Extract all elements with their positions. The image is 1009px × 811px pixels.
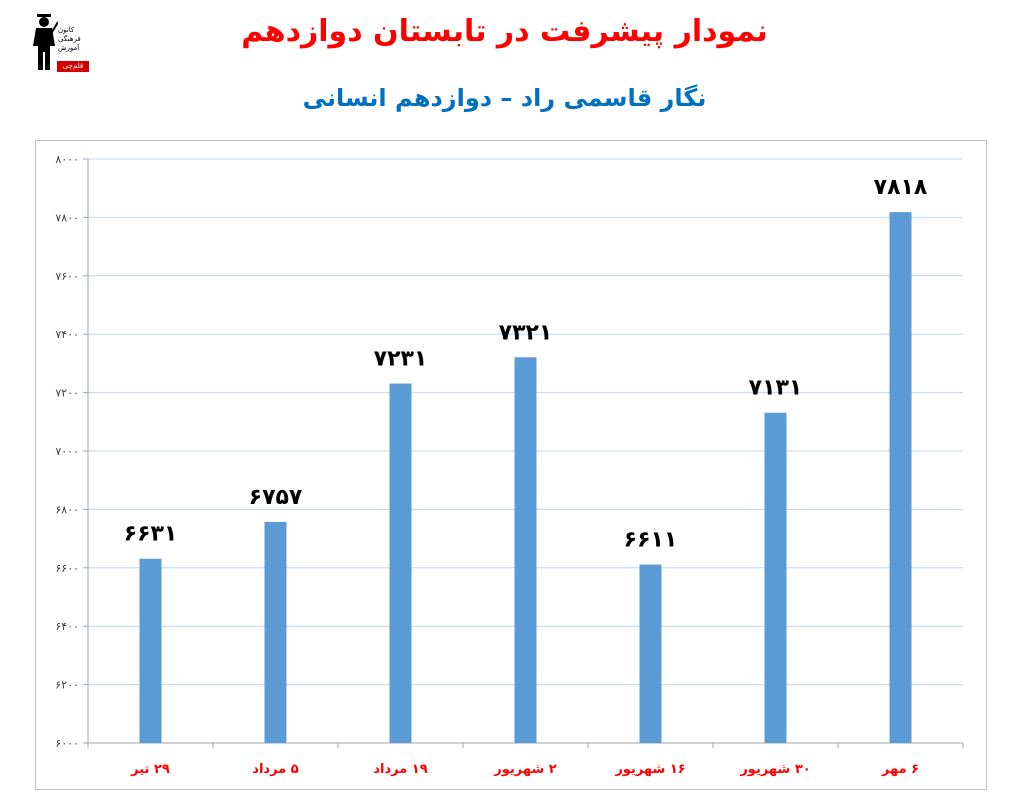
data-label: ۶۷۵۷: [249, 485, 303, 510]
bar: [389, 383, 412, 743]
bar: [639, 564, 662, 743]
bar-chart: ۶۰۰۰ ۶۲۰۰ ۶۴۰۰ ۶۶۰۰ ۶۸۰۰ ۷۰۰۰ ۷۲۰۰ ۷۴۰۰ ۷۶۰۰ ۷۸۰۰…: [55, 153, 964, 777]
chart-area: ۶۰۰۰ ۶۲۰۰ ۶۴۰۰ ۶۶۰۰ ۶۸۰۰ ۷۰۰۰ ۷۲۰۰ ۷۴۰۰ ۷۶۰۰ ۷۸۰۰…: [35, 140, 987, 790]
x-tick-label: ۶ مهر: [881, 762, 919, 777]
data-label: ۷۳۲۱: [499, 320, 553, 345]
x-tick-label: ۱۹ مرداد: [373, 762, 427, 777]
page-title: نمودار پیشرفت در تابستان دوازدهم: [241, 14, 768, 49]
y-tick-label: ۷۶۰۰: [55, 270, 79, 283]
data-label: ۷۱۳۱: [749, 376, 803, 401]
data-label: ۶۶۱۱: [624, 528, 678, 553]
logo-line-1: کانون: [58, 26, 75, 34]
y-tick-label: ۶۲۰۰: [55, 679, 79, 692]
data-label: ۷۸۱۸: [874, 175, 928, 200]
y-tick-label: ۶۸۰۰: [55, 503, 79, 516]
y-tick-label: ۸۰۰۰: [55, 153, 79, 166]
y-tick-label: ۷۸۰۰: [55, 211, 79, 224]
bar: [264, 521, 287, 743]
bar: [764, 412, 787, 743]
logo-brand: قلم‌چی: [57, 61, 89, 72]
bar: [889, 212, 912, 744]
y-tick-label: ۶۰۰۰: [55, 737, 79, 750]
kanoon-logo: کانون فرهنگی آموزش قلم‌چی: [28, 12, 90, 74]
data-label: ۶۶۳۱: [124, 522, 178, 547]
y-tick-label: ۷۴۰۰: [55, 328, 79, 341]
x-tick-label: ۲۹ تیر: [130, 762, 170, 777]
logo-line-2: فرهنگی: [58, 35, 81, 43]
x-tick-label: ۵ مرداد: [252, 762, 298, 777]
data-label: ۷۲۳۱: [374, 347, 428, 372]
y-tick-label: ۶۴۰۰: [55, 620, 79, 633]
y-tick-label: ۷۲۰۰: [55, 387, 79, 400]
bar: [514, 357, 537, 743]
x-tick-label: ۲ شهریور: [493, 762, 557, 777]
teacher-figure-icon: [33, 14, 59, 70]
y-tick-label: ۷۰۰۰: [55, 445, 79, 458]
y-tick-label: ۶۶۰۰: [55, 562, 79, 575]
page-subtitle: نگار قاسمی راد – دوازدهم انسانی: [302, 84, 707, 112]
x-tick-label: ۱۶ شهریور: [614, 762, 685, 777]
x-tick-label: ۳۰ شهریور: [739, 762, 810, 777]
bar: [139, 558, 162, 743]
logo-line-3: آموزش: [58, 44, 80, 52]
